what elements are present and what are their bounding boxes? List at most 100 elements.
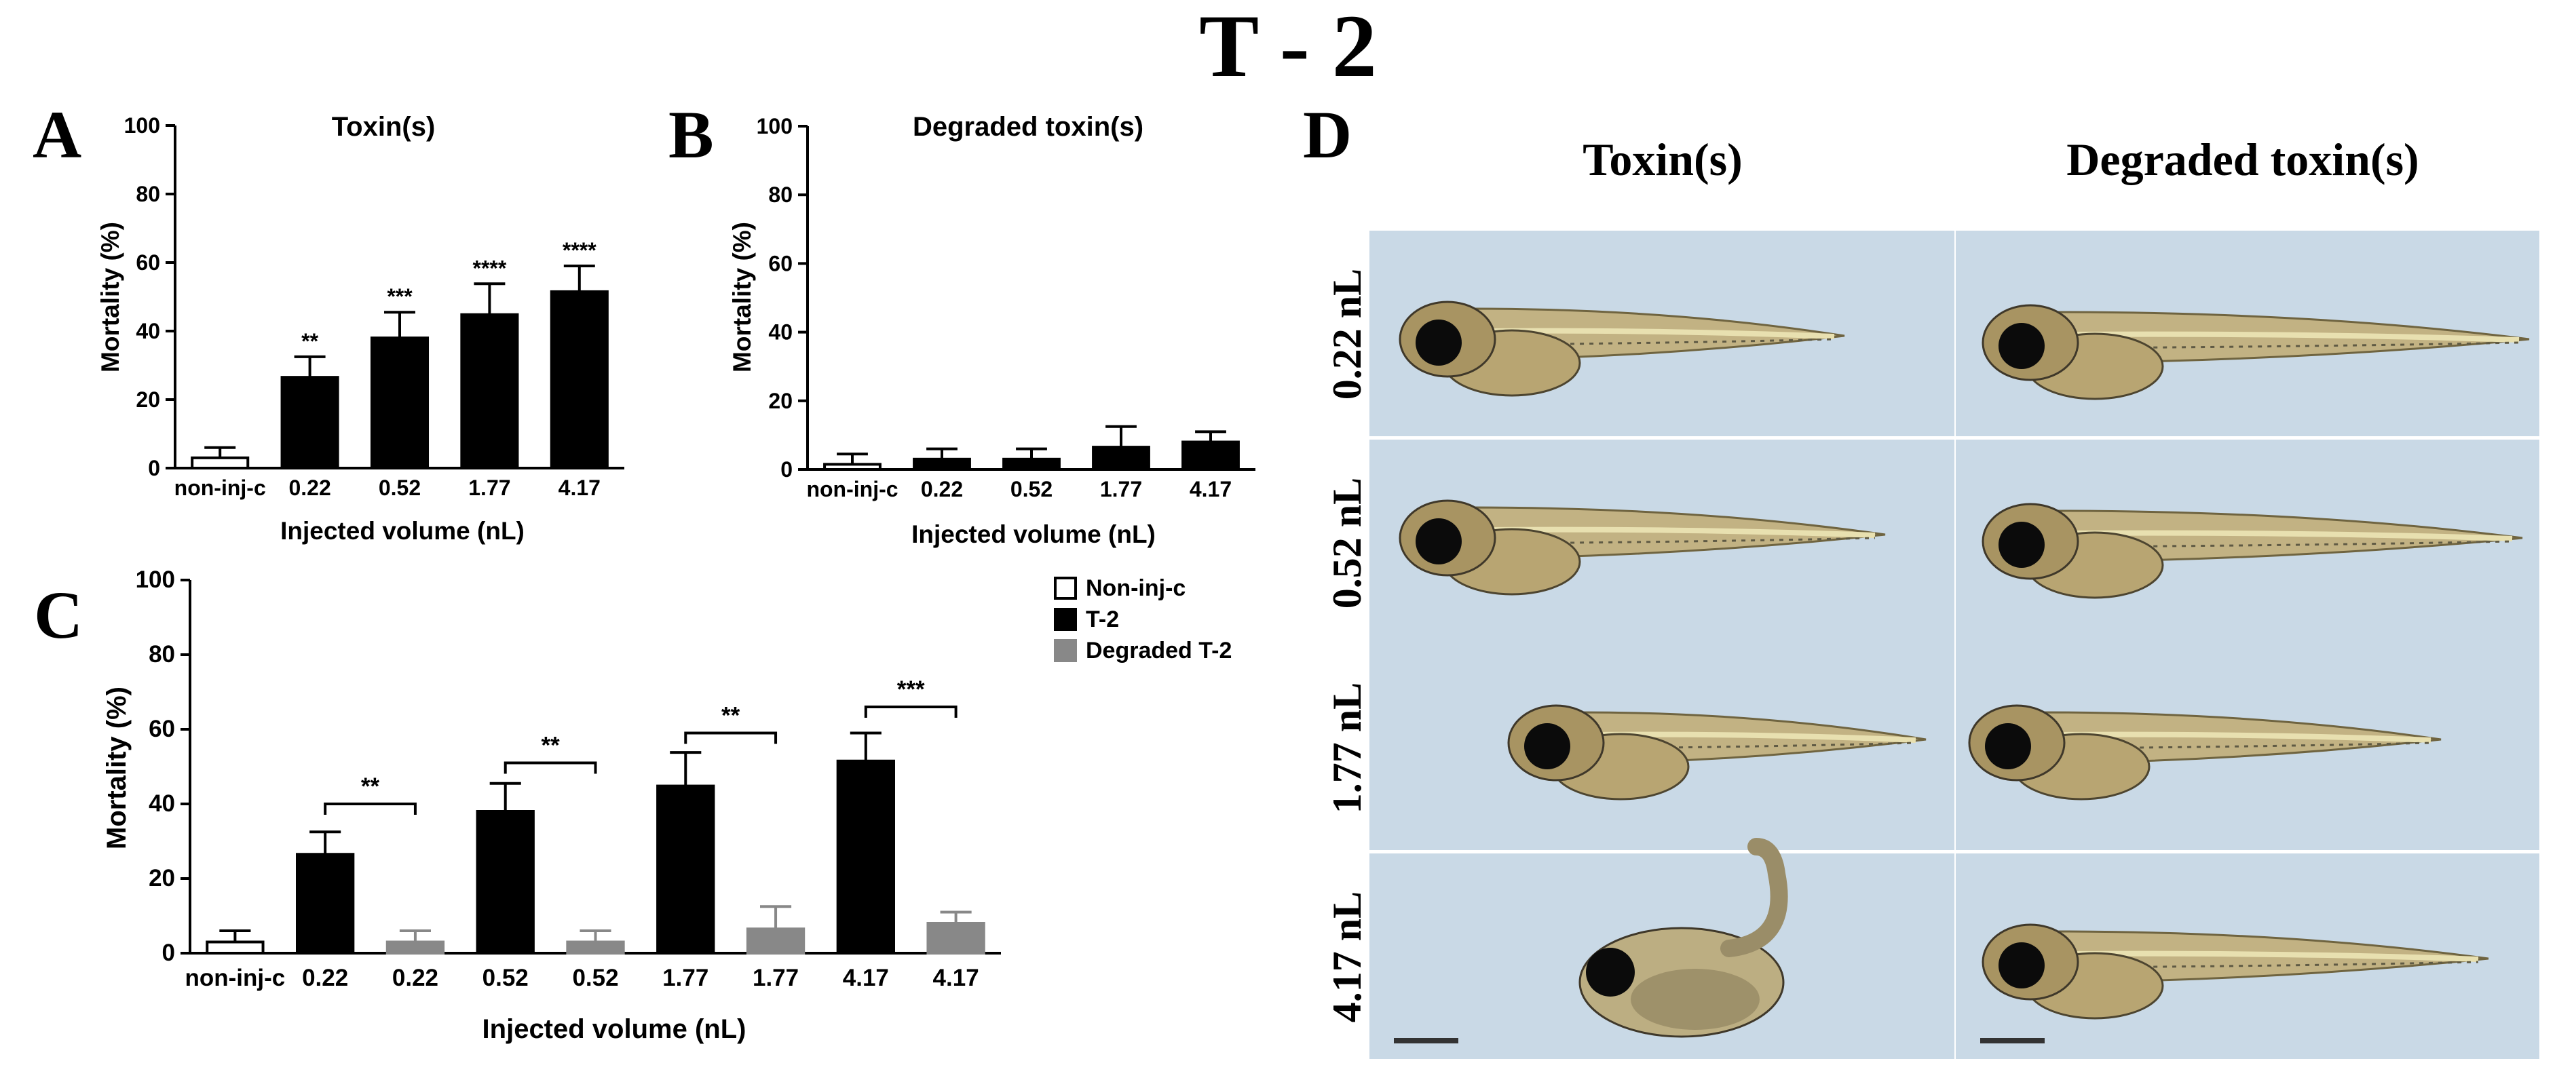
y-tick-label: 40 — [149, 790, 175, 817]
x-tick-label: 0.22 — [392, 965, 438, 991]
x-tick-label: non-inj-c — [174, 476, 266, 500]
panel-d: D Toxin(s) Degraded toxin(s) 0.22 nL 0.52… — [1303, 97, 2539, 1059]
larva — [1982, 923, 2489, 1020]
significance-label: **** — [472, 256, 506, 280]
x-tick-label: 0.52 — [1010, 477, 1053, 501]
y-tick-label: 60 — [136, 250, 160, 275]
larva — [1982, 304, 2530, 400]
panel-c-ylabel: Mortality (%) — [102, 687, 132, 849]
panel-b-xlabel: Injected volume (nL) — [911, 520, 1156, 548]
significance-label: **** — [563, 238, 596, 263]
panel-a-title: Toxin(s) — [332, 112, 436, 142]
panel-c: C 0 20 40 60 80 100 non-inj-c 0.22 0.22 0.52 0.52 1… — [34, 566, 1232, 1044]
larva — [1982, 503, 2523, 599]
bar — [1092, 446, 1150, 471]
y-tick-label: 40 — [136, 319, 160, 343]
x-tick-label: non-inj-c — [806, 477, 898, 501]
y-tick-label: 20 — [149, 865, 175, 891]
panel-b-letter: B — [668, 97, 714, 172]
significance-label: ** — [721, 703, 740, 729]
y-tick-label: 0 — [148, 456, 160, 480]
panel-a-xlabel: Injected volume (nL) — [280, 517, 525, 545]
bar — [566, 940, 625, 955]
x-tick-label: 0.22 — [921, 477, 963, 501]
bar — [280, 376, 339, 469]
legend-label: Non-inj-c — [1086, 575, 1186, 601]
x-tick-label: 4.17 — [1190, 477, 1232, 501]
panel-b-ylabel: Mortality (%) — [728, 222, 756, 372]
panel-c-xlabel: Injected volume (nL) — [482, 1014, 746, 1044]
significance-label: ** — [301, 329, 318, 353]
larva — [1507, 704, 1927, 801]
legend: Non-inj-c T-2 Degraded T-2 — [1054, 575, 1232, 663]
eye — [1999, 942, 2045, 988]
eye — [1524, 723, 1570, 769]
bar — [370, 336, 430, 469]
larva — [1578, 838, 1788, 1038]
x-tick-label: 0.22 — [288, 476, 330, 500]
x-tick-label: non-inj-c — [185, 965, 286, 991]
larva — [1399, 499, 1886, 596]
panel-b-title: Degraded toxin(s) — [913, 112, 1143, 142]
row-label: 4.17 nL — [1325, 891, 1369, 1022]
eye — [1985, 723, 2031, 769]
x-tick-label: 4.17 — [843, 965, 889, 991]
panel-a-letter: A — [33, 97, 81, 172]
legend-label: T-2 — [1086, 607, 1119, 632]
row-label: 1.77 nL — [1325, 682, 1369, 813]
y-tick-label: 80 — [136, 182, 160, 206]
y-tick-label: 20 — [136, 387, 160, 412]
y-tick-label: 0 — [162, 940, 175, 966]
x-tick-label: 0.22 — [302, 965, 348, 991]
panel-d-col-header-degraded: Degraded toxin(s) — [2066, 134, 2419, 185]
x-tick-label: 0.52 — [482, 965, 529, 991]
y-tick-label: 100 — [757, 114, 793, 138]
legend-swatch — [1054, 639, 1077, 662]
legend-label: Degraded T-2 — [1086, 638, 1232, 663]
eye — [1416, 320, 1462, 366]
comparison-bracket — [684, 731, 778, 744]
y-tick-label: 100 — [124, 113, 160, 138]
bar — [550, 290, 609, 469]
y-tick-label: 100 — [136, 566, 175, 593]
significance-label: *** — [897, 676, 925, 703]
bar — [385, 940, 445, 955]
y-tick-label: 20 — [768, 389, 793, 413]
comparison-bracket — [504, 761, 597, 774]
eye — [1999, 323, 2045, 369]
bar — [656, 784, 715, 955]
x-tick-label: 4.17 — [933, 965, 979, 991]
x-tick-label: 1.77 — [1100, 477, 1142, 501]
y-tick-label: 80 — [768, 182, 793, 207]
significance-label: *** — [387, 284, 413, 309]
eye — [1416, 518, 1462, 564]
x-tick-label: 0.52 — [572, 965, 618, 991]
legend-swatch — [1054, 608, 1077, 631]
larva — [1399, 301, 1845, 397]
x-tick-label: 4.17 — [558, 476, 601, 500]
panel-d-letter: D — [1303, 97, 1352, 172]
panel-a: A Toxin(s) 0 20 40 60 80 100 non-inj-c 0.22 ** 0.… — [33, 97, 624, 545]
larva — [1968, 704, 2442, 801]
eye — [1586, 948, 1635, 997]
x-tick-label: 1.77 — [468, 476, 510, 500]
legend-swatch — [1054, 577, 1077, 600]
bar — [746, 927, 806, 955]
bar — [191, 456, 250, 469]
bar — [460, 313, 519, 470]
bar — [926, 922, 985, 955]
panel-a-ylabel: Mortality (%) — [96, 222, 124, 372]
row-label: 0.52 nL — [1325, 478, 1369, 609]
scale-bar — [1980, 1038, 2045, 1043]
bar — [206, 940, 265, 955]
y-tick-label: 80 — [149, 641, 175, 668]
bar — [913, 457, 971, 471]
row-label: 0.22 nL — [1325, 269, 1369, 400]
eye — [1999, 522, 2045, 568]
bar — [476, 810, 535, 955]
scale-bar — [1394, 1038, 1458, 1043]
panel-b: B Degraded toxin(s) 0 20 40 60 80 100 non-inj-… — [668, 97, 1255, 548]
x-tick-label: 1.77 — [662, 965, 708, 991]
y-tick-label: 60 — [768, 251, 793, 275]
